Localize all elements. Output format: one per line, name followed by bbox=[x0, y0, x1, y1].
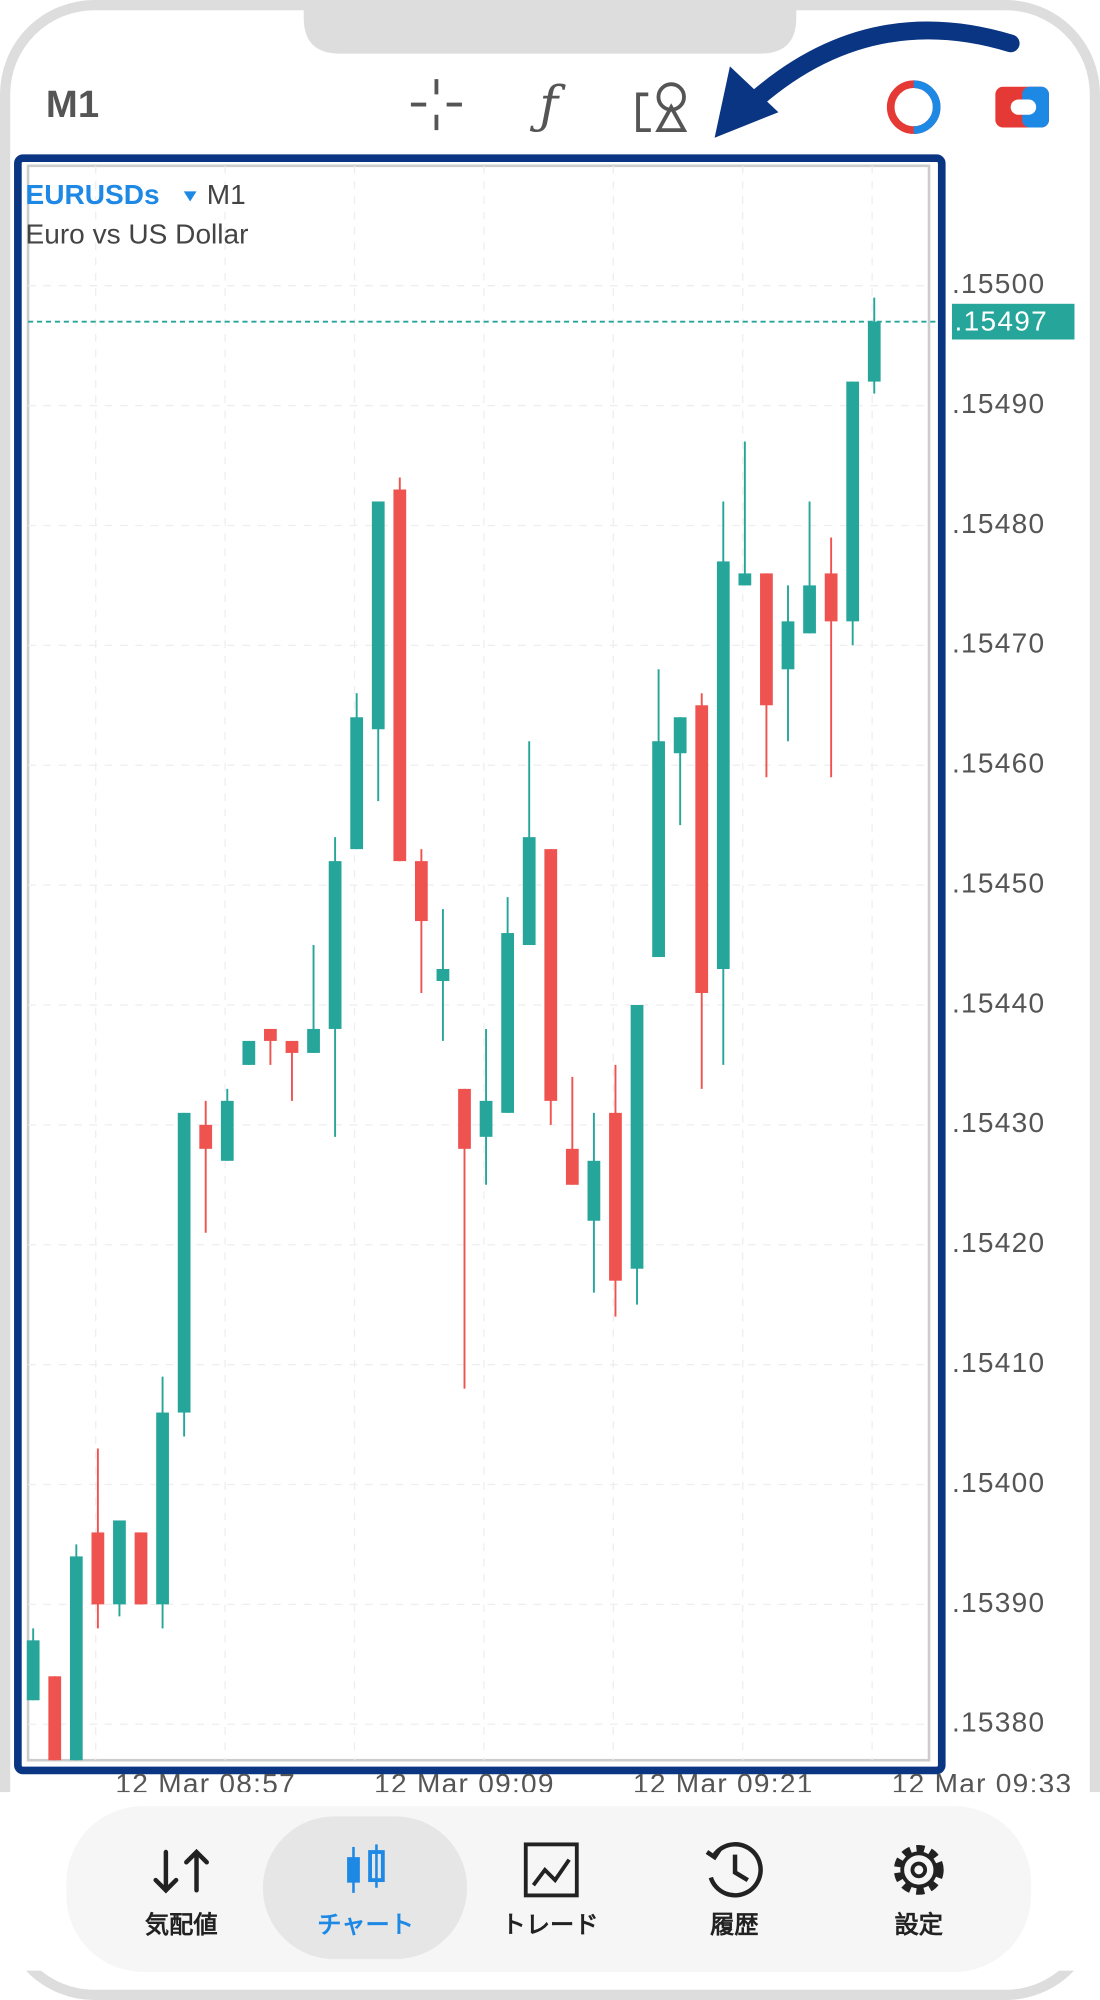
notch bbox=[303, 5, 797, 54]
candle-body bbox=[673, 717, 687, 754]
y-tick-label: .15450 bbox=[952, 867, 1045, 898]
candle-body bbox=[264, 1028, 277, 1041]
candle-body bbox=[501, 933, 515, 1113]
crosshair-icon[interactable] bbox=[410, 79, 462, 131]
candle-body bbox=[544, 849, 558, 1101]
y-tick-label: .15380 bbox=[952, 1707, 1045, 1738]
candle-body bbox=[393, 489, 407, 862]
nav-label[interactable]: チャート bbox=[317, 1910, 414, 1939]
candle-body bbox=[414, 861, 428, 922]
plot-area bbox=[26, 164, 931, 1762]
candle-body bbox=[479, 1100, 493, 1137]
candle-body bbox=[26, 1640, 40, 1701]
y-tick-label: .15440 bbox=[952, 987, 1045, 1018]
nav-label[interactable]: 気配値 bbox=[145, 1910, 218, 1939]
candle-body bbox=[91, 1532, 105, 1605]
y-tick-label: .15490 bbox=[952, 388, 1045, 419]
nav-active bbox=[262, 1816, 468, 1960]
candle-body bbox=[177, 1112, 191, 1413]
y-tick-label: .15480 bbox=[952, 508, 1045, 539]
candle-body bbox=[134, 1532, 148, 1605]
objects-icon[interactable] bbox=[636, 82, 688, 133]
y-tick-label: .15420 bbox=[952, 1227, 1045, 1258]
settings-icon[interactable] bbox=[893, 1845, 944, 1895]
candle-body bbox=[242, 1040, 256, 1065]
candle-body bbox=[522, 837, 536, 946]
candle-body bbox=[824, 573, 838, 622]
candle-body bbox=[846, 381, 860, 622]
candle-body bbox=[630, 1004, 644, 1269]
candle-body bbox=[199, 1124, 213, 1149]
candle-body bbox=[328, 861, 342, 1029]
candle-body bbox=[436, 969, 450, 981]
price-tag-label: .15497 bbox=[955, 305, 1048, 336]
candle-body bbox=[350, 717, 364, 850]
candle-body bbox=[781, 621, 795, 670]
symbol[interactable]: EURUSDs bbox=[26, 179, 160, 210]
candle-body bbox=[760, 573, 773, 706]
arrow bbox=[743, 21, 1020, 111]
nav-label[interactable]: トレード bbox=[502, 1910, 599, 1939]
candle-body bbox=[220, 1100, 234, 1161]
candle-body bbox=[652, 741, 665, 958]
y-tick-label: .15430 bbox=[952, 1107, 1045, 1138]
y-tick-label: .15410 bbox=[952, 1347, 1045, 1378]
nav-label[interactable]: 履歴 bbox=[710, 1910, 758, 1939]
timeframe-button[interactable]: M1 bbox=[46, 83, 99, 126]
one-click-icon[interactable] bbox=[886, 80, 941, 134]
trade-icon[interactable] bbox=[995, 86, 1049, 128]
chart-timeframe: M1 bbox=[207, 179, 246, 210]
description: Euro vs US Dollar bbox=[26, 218, 249, 249]
candle-body bbox=[113, 1520, 126, 1605]
history-icon[interactable] bbox=[705, 1842, 763, 1898]
nav-label[interactable]: 設定 bbox=[895, 1910, 944, 1939]
candle-body bbox=[716, 561, 730, 970]
candle-body bbox=[285, 1040, 299, 1053]
trade-nav-icon[interactable] bbox=[523, 1842, 579, 1898]
quotes-icon[interactable] bbox=[153, 1848, 209, 1894]
arrow-head bbox=[714, 66, 779, 138]
symbol-dropdown[interactable] bbox=[183, 191, 197, 202]
candle-body bbox=[587, 1160, 601, 1221]
y-tick-label: .15400 bbox=[952, 1467, 1045, 1498]
candle-body bbox=[695, 705, 709, 993]
y-tick-label: .15500 bbox=[952, 268, 1045, 299]
y-tick-label: .15460 bbox=[952, 748, 1045, 779]
y-tick-label: .15390 bbox=[952, 1587, 1045, 1618]
candle-body bbox=[48, 1676, 62, 1761]
candle-body bbox=[803, 585, 816, 634]
y-tick-label: .15470 bbox=[952, 628, 1045, 659]
candle-body bbox=[307, 1028, 320, 1053]
candle-body bbox=[458, 1088, 471, 1149]
candle-body bbox=[156, 1412, 169, 1605]
candle-body bbox=[609, 1112, 622, 1281]
nav-bar bbox=[66, 1806, 1032, 1972]
chart-icon[interactable] bbox=[347, 1844, 385, 1893]
candle-body bbox=[565, 1148, 579, 1185]
candle-body bbox=[738, 573, 752, 586]
candle-body bbox=[867, 321, 881, 382]
highlight-frame bbox=[14, 154, 946, 1775]
price-tag bbox=[951, 303, 1075, 340]
candle-body bbox=[69, 1556, 83, 1761]
candle-body bbox=[371, 501, 385, 730]
